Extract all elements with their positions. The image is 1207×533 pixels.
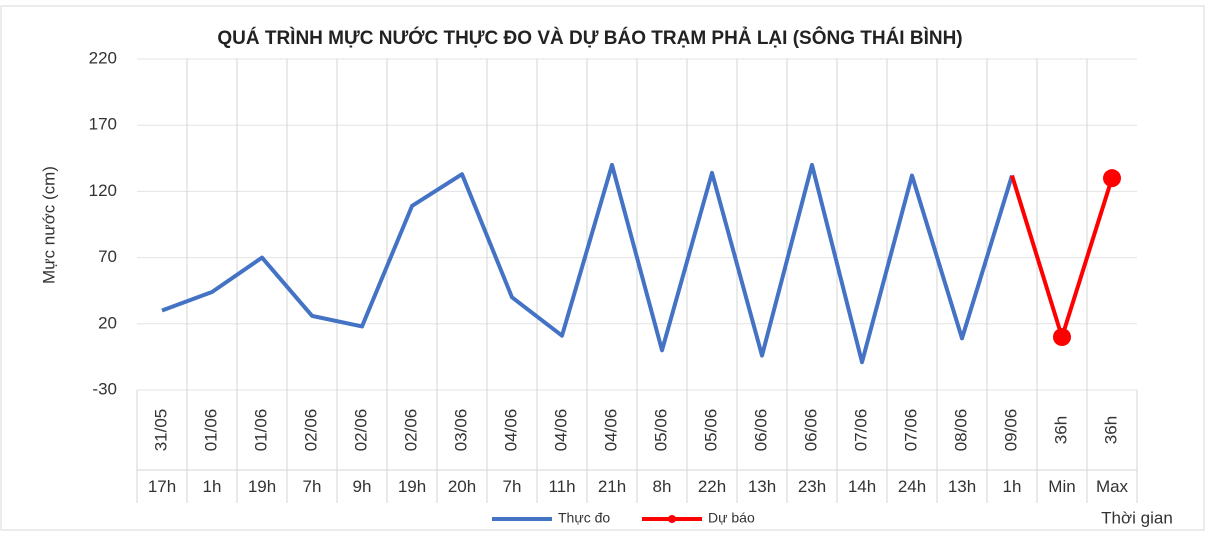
x-tick-label-time: 21h bbox=[598, 477, 626, 496]
x-tick-label-date: 02/06 bbox=[351, 409, 370, 452]
x-tick-label-time: 23h bbox=[798, 477, 826, 496]
y-tick-label: 170 bbox=[89, 115, 117, 134]
x-tick-label-date: 01/06 bbox=[201, 409, 220, 452]
x-tick-label-time: 24h bbox=[898, 477, 926, 496]
x-tick-label-time: 7h bbox=[303, 477, 322, 496]
chart-border bbox=[0, 5, 1205, 531]
x-tick-label-time: 11h bbox=[548, 477, 575, 496]
x-tick-label-time: Max bbox=[1096, 477, 1129, 496]
x-tick-label-time: 13h bbox=[748, 477, 776, 496]
x-tick-label-time: 19h bbox=[398, 477, 426, 496]
x-tick-label-date: 06/06 bbox=[801, 409, 820, 452]
x-tick-label-time: 13h bbox=[948, 477, 976, 496]
x-tick-label-date: 31/05 bbox=[151, 409, 170, 452]
x-tick-label-time: 14h bbox=[848, 477, 876, 496]
x-tick-label-time: 20h bbox=[448, 477, 476, 496]
y-tick-label: 70 bbox=[98, 247, 117, 266]
point-marker bbox=[1103, 169, 1121, 188]
x-tick-label-date: 03/06 bbox=[451, 409, 470, 452]
point-marker bbox=[1053, 328, 1071, 347]
x-tick-label-date: 36h bbox=[1051, 416, 1070, 444]
x-tick-label-date: 08/06 bbox=[951, 409, 970, 452]
x-tick-label-date: 36h bbox=[1101, 416, 1120, 444]
x-tick-label-time: 19h bbox=[248, 477, 276, 496]
series-line bbox=[161, 162, 1014, 365]
y-axis-label: Mực nước (cm) bbox=[39, 166, 58, 284]
x-tick-label-time: 1h bbox=[203, 477, 222, 496]
y-tick-label: 20 bbox=[98, 313, 117, 332]
x-tick-label-time: 8h bbox=[653, 477, 672, 496]
x-tick-label-date: 07/06 bbox=[851, 409, 870, 452]
x-tick-label-time: Min bbox=[1048, 477, 1075, 496]
x-tick-label-date: 04/06 bbox=[501, 409, 520, 452]
y-tick-label: -30 bbox=[92, 379, 117, 398]
legend-marker bbox=[668, 515, 676, 523]
x-tick-label-date: 02/06 bbox=[301, 409, 320, 452]
y-tick-label: 120 bbox=[89, 181, 117, 200]
x-tick-label-date: 07/06 bbox=[901, 409, 920, 452]
y-tick-label: 220 bbox=[89, 48, 117, 67]
x-tick-label-date: 05/06 bbox=[701, 409, 720, 452]
x-tick-label-date: 01/06 bbox=[251, 409, 270, 452]
legend-label: Dự báo bbox=[708, 510, 755, 526]
series-line bbox=[1010, 174, 1114, 340]
x-axis-label: Thời gian bbox=[1101, 508, 1173, 527]
x-tick-label-time: 22h bbox=[698, 477, 726, 496]
chart-title: QUÁ TRÌNH MỰC NƯỚC THỰC ĐO VÀ DỰ BÁO TRẠ… bbox=[217, 27, 962, 49]
x-tick-label-time: 17h bbox=[148, 477, 176, 496]
x-tick-label-date: 06/06 bbox=[751, 409, 770, 452]
x-tick-label-date: 04/06 bbox=[551, 409, 570, 452]
x-tick-label-date: 09/06 bbox=[1001, 409, 1020, 452]
x-tick-label-date: 04/06 bbox=[601, 409, 620, 452]
legend-label: Thực đo bbox=[558, 510, 610, 526]
x-tick-label-time: 9h bbox=[353, 477, 372, 496]
x-tick-label-date: 05/06 bbox=[651, 409, 670, 452]
x-tick-label-time: 1h bbox=[1003, 477, 1022, 496]
x-tick-label-date: 02/06 bbox=[401, 409, 420, 452]
x-tick-label-time: 7h bbox=[503, 477, 522, 496]
